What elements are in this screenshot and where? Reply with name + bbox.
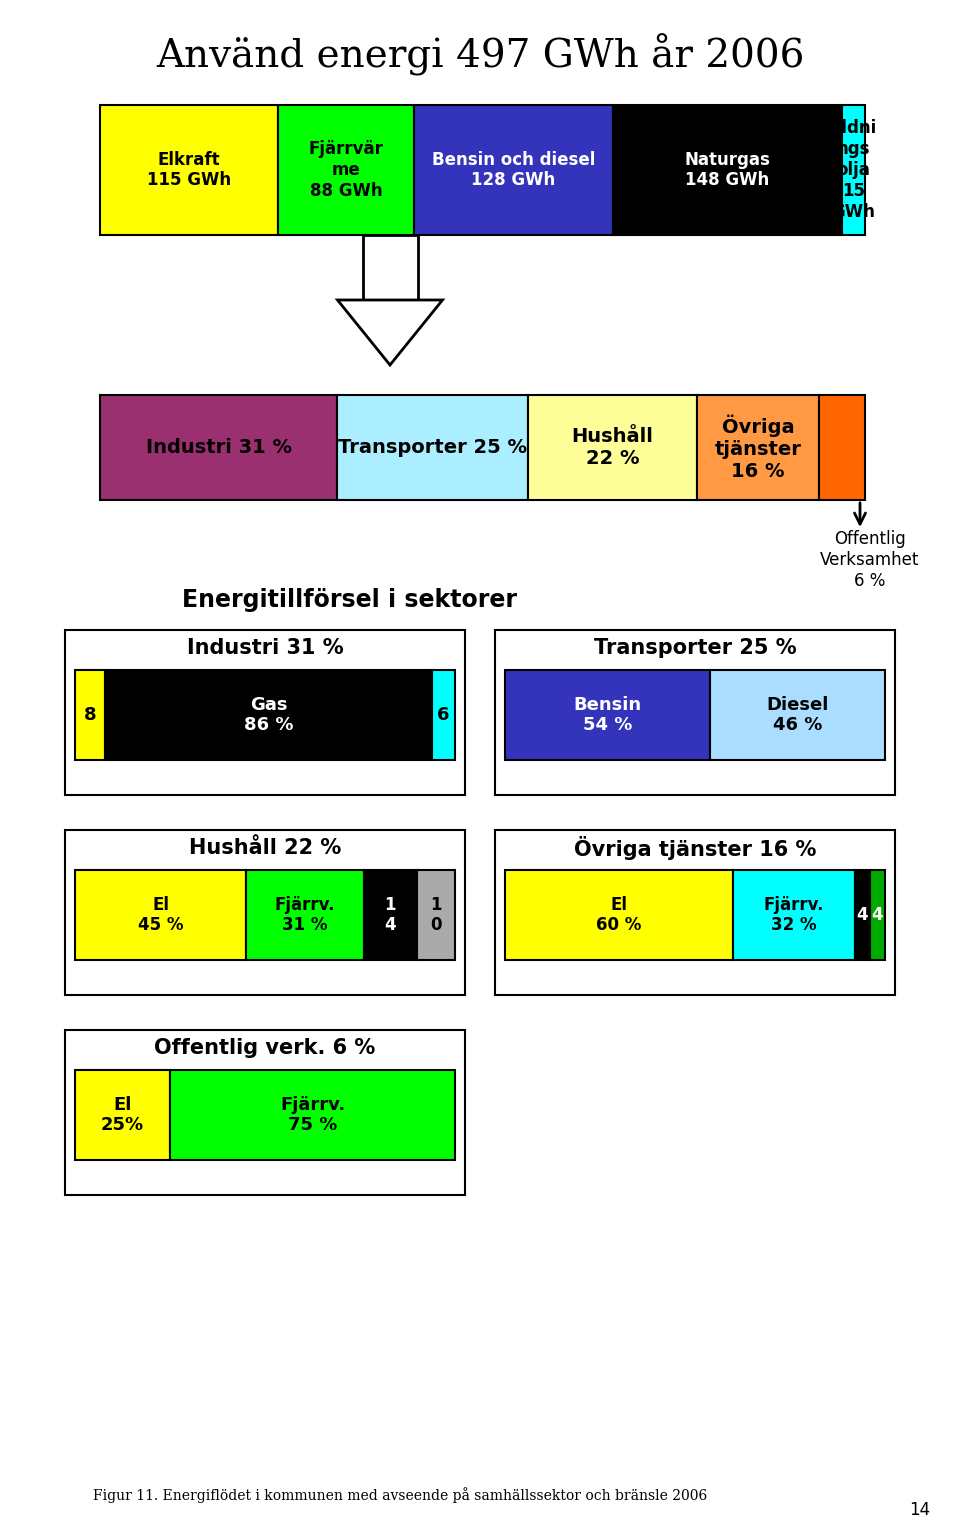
Bar	[495, 630, 895, 795]
Text: Bensin och diesel
128 GWh: Bensin och diesel 128 GWh	[432, 151, 595, 189]
Bar	[417, 870, 455, 960]
Text: 1
4: 1 4	[385, 896, 396, 934]
Bar	[870, 870, 885, 960]
Bar	[106, 670, 432, 760]
Bar	[75, 1070, 170, 1160]
Text: Fjärrv.
31 %: Fjärrv. 31 %	[275, 896, 335, 934]
Bar	[528, 395, 697, 501]
Bar	[65, 1030, 465, 1195]
Bar	[819, 395, 865, 501]
Text: Eldni
ngs
olja
15
GWh: Eldni ngs olja 15 GWh	[830, 119, 876, 221]
Text: El
60 %: El 60 %	[596, 896, 641, 934]
Bar	[697, 395, 819, 501]
Bar	[710, 670, 885, 760]
Bar	[337, 395, 528, 501]
Text: Fjärrv.
32 %: Fjärrv. 32 %	[763, 896, 824, 934]
Bar	[505, 670, 710, 760]
Bar	[854, 870, 870, 960]
Text: Energitillförsel i sektorer: Energitillförsel i sektorer	[182, 588, 517, 612]
Bar	[65, 630, 465, 795]
Text: Övriga tjänster 16 %: Övriga tjänster 16 %	[574, 836, 816, 859]
Bar	[495, 830, 895, 995]
Text: Industri 31 %: Industri 31 %	[146, 438, 292, 456]
Bar	[100, 395, 337, 501]
Text: Hushåll 22 %: Hushåll 22 %	[189, 838, 341, 858]
Text: 1
0: 1 0	[430, 896, 442, 934]
Bar	[505, 870, 733, 960]
Bar	[246, 870, 364, 960]
Text: Offentlig verk. 6 %: Offentlig verk. 6 %	[155, 1038, 375, 1058]
Bar	[75, 670, 106, 760]
Bar	[75, 870, 246, 960]
Text: El
45 %: El 45 %	[137, 896, 183, 934]
Text: 8: 8	[84, 707, 97, 723]
Text: Elkraft
115 GWh: Elkraft 115 GWh	[147, 151, 231, 189]
Text: Hushåll
22 %: Hushåll 22 %	[571, 427, 654, 468]
Bar	[278, 105, 415, 235]
Text: El
25%: El 25%	[101, 1096, 144, 1134]
Text: Transporter 25 %: Transporter 25 %	[593, 638, 796, 658]
Bar	[363, 235, 418, 301]
Bar	[842, 105, 865, 235]
Text: Fjärrv.
75 %: Fjärrv. 75 %	[280, 1096, 346, 1134]
Bar	[65, 830, 465, 995]
Bar	[364, 870, 417, 960]
Text: Gas
86 %: Gas 86 %	[244, 696, 294, 734]
Bar	[733, 870, 854, 960]
Bar	[612, 105, 842, 235]
Text: Bensin
54 %: Bensin 54 %	[573, 696, 641, 734]
Text: Övriga
tjänster
16 %: Övriga tjänster 16 %	[714, 414, 802, 481]
Text: 6: 6	[438, 707, 450, 723]
Bar	[100, 105, 278, 235]
Text: Naturgas
148 GWh: Naturgas 148 GWh	[684, 151, 770, 189]
Text: Industri 31 %: Industri 31 %	[186, 638, 344, 658]
Bar	[170, 1070, 455, 1160]
Text: Använd energi 497 GWh år 2006: Använd energi 497 GWh år 2006	[156, 34, 804, 76]
Text: Offentlig
Verksamhet
6 %: Offentlig Verksamhet 6 %	[820, 530, 920, 591]
Polygon shape	[338, 301, 443, 365]
Text: Figur 11. Energiflödet i kommunen med avseende på samhällssektor och bränsle 200: Figur 11. Energiflödet i kommunen med av…	[93, 1486, 708, 1503]
Text: Diesel
46 %: Diesel 46 %	[766, 696, 828, 734]
Text: 4: 4	[856, 906, 868, 925]
Text: 14: 14	[909, 1502, 930, 1518]
Text: Transporter 25 %: Transporter 25 %	[338, 438, 527, 456]
Bar	[415, 105, 612, 235]
Bar	[432, 670, 455, 760]
Text: Fjärrvär
me
88 GWh: Fjärrvär me 88 GWh	[309, 140, 384, 200]
Text: 4: 4	[872, 906, 883, 925]
